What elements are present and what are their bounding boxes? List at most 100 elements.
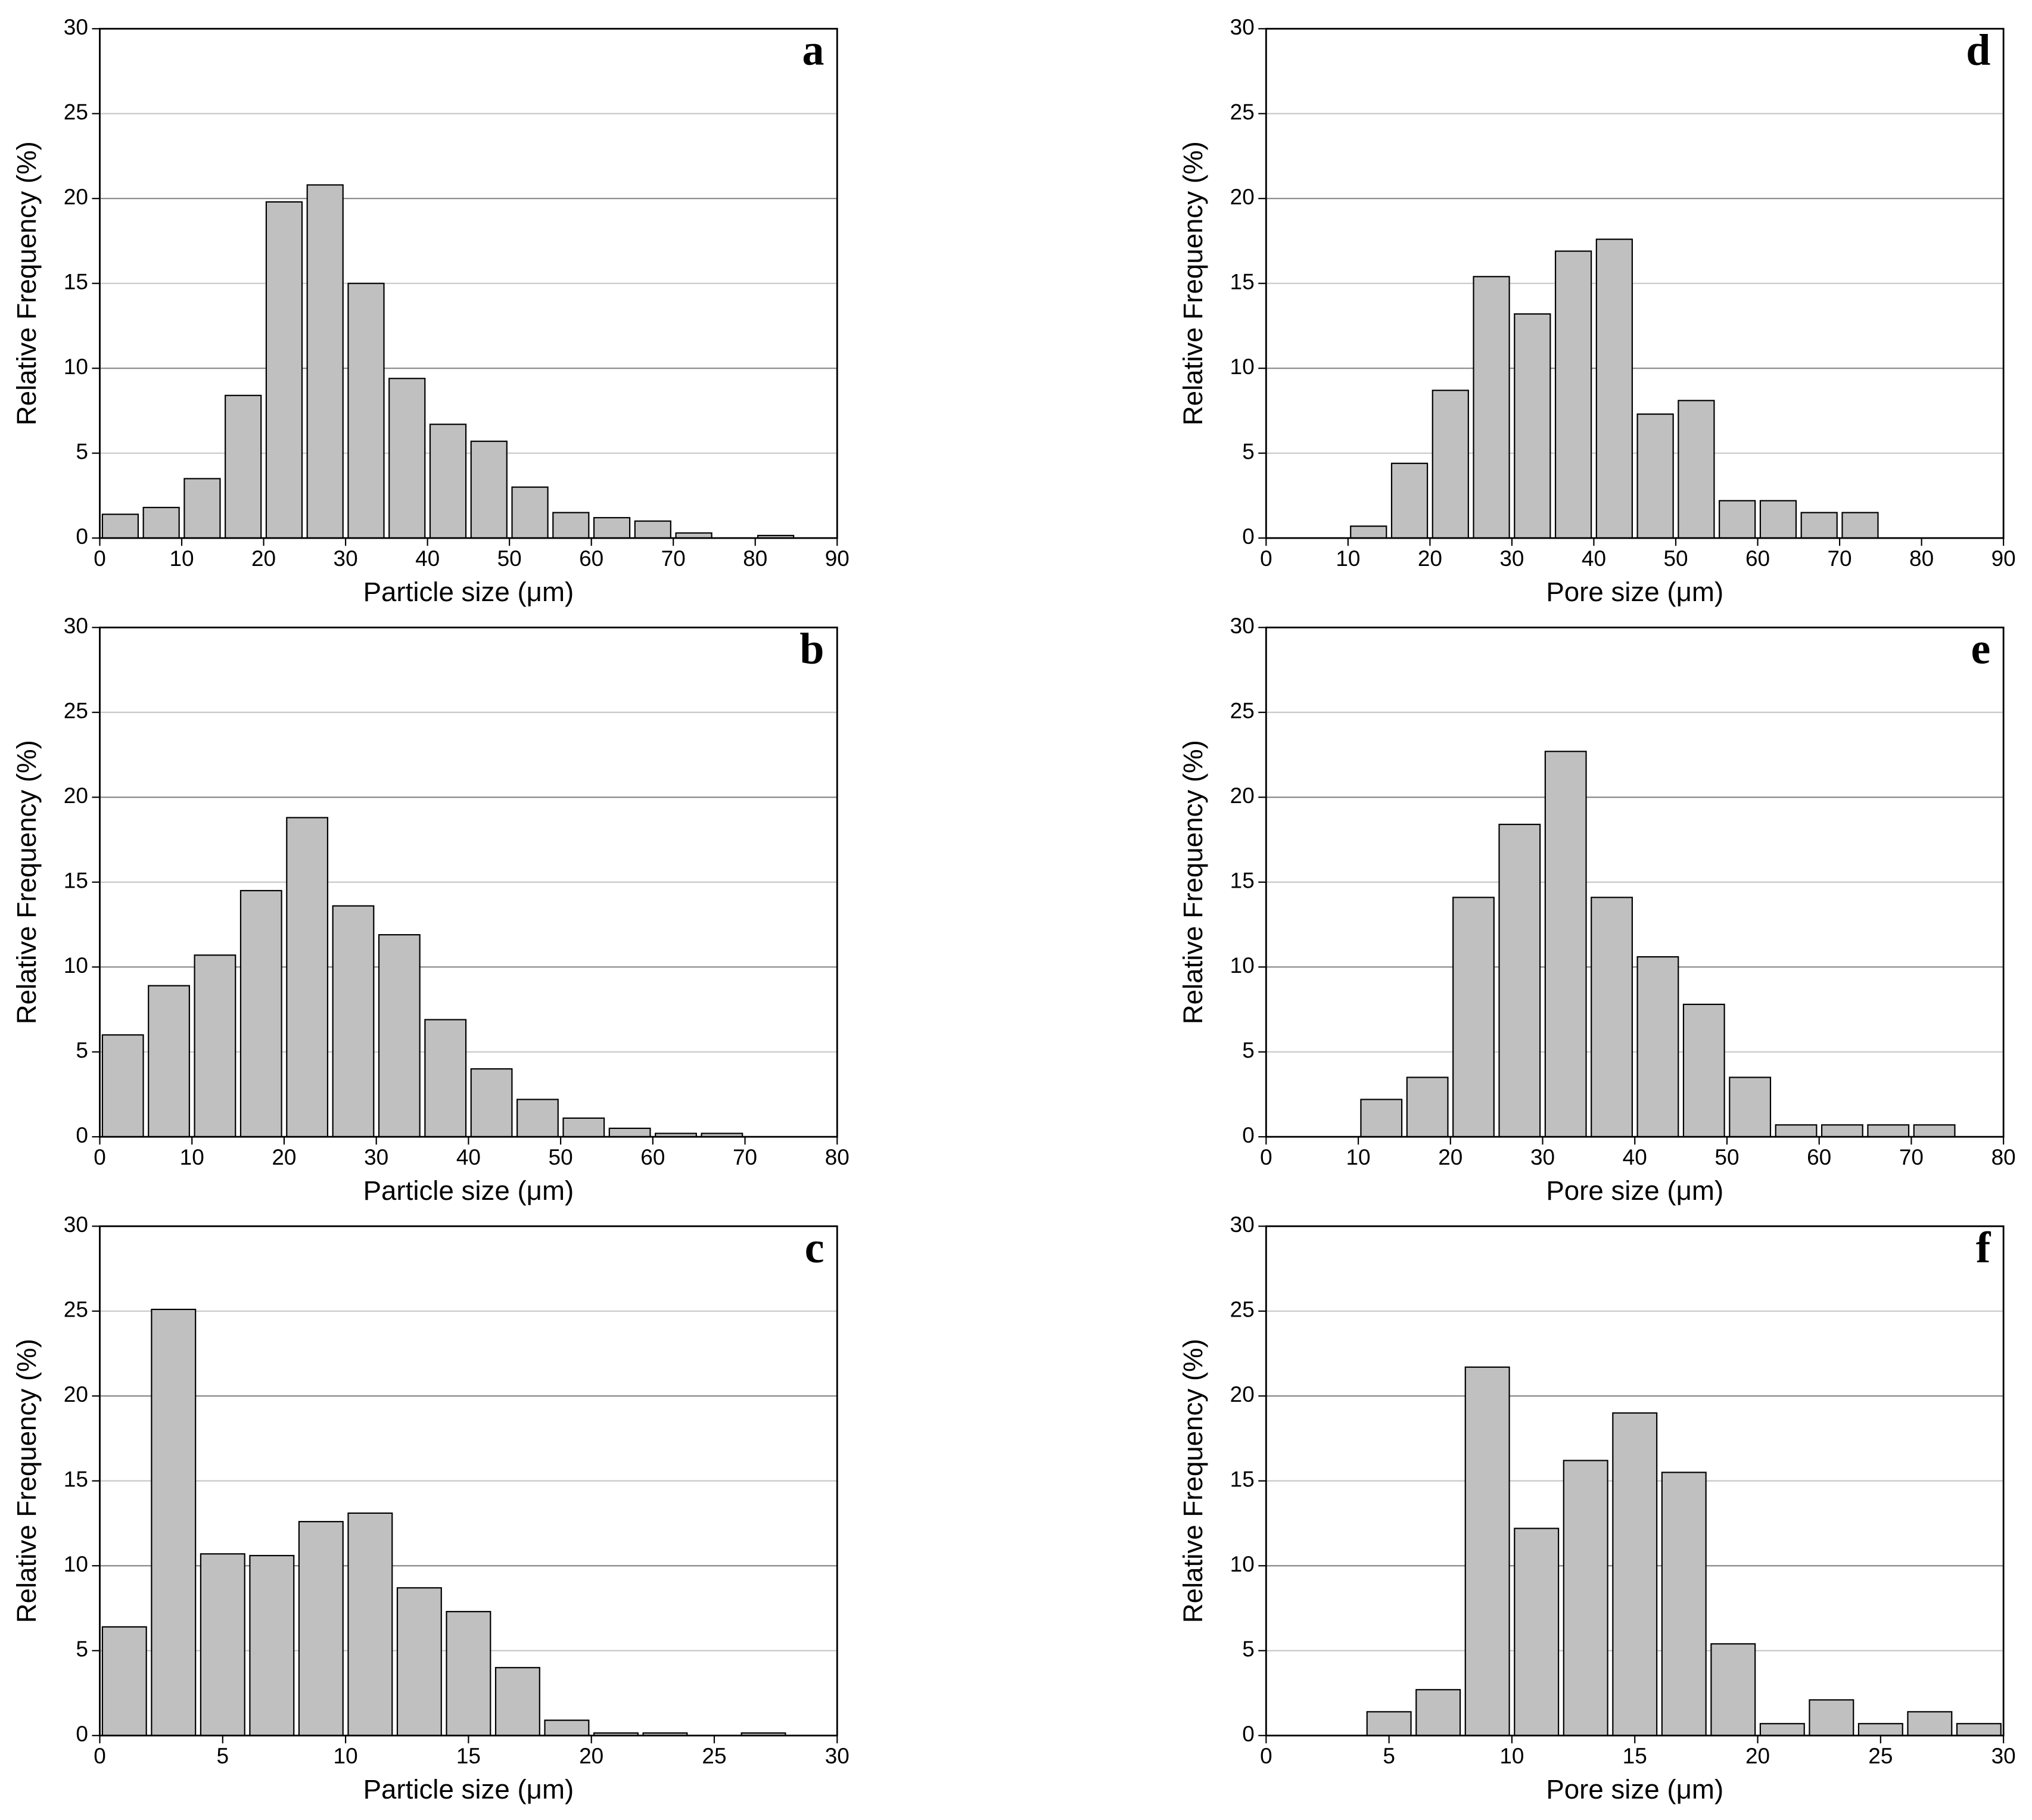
bar — [101, 514, 139, 539]
x-tick-label: 10 — [1336, 546, 1360, 571]
bar — [470, 1068, 513, 1138]
bar — [552, 512, 590, 539]
x-tick-label: 40 — [456, 1145, 481, 1169]
panel-letter: e — [1971, 624, 1991, 673]
x-tick-label: 50 — [1663, 546, 1688, 571]
y-tick-label: 5 — [76, 439, 88, 463]
bar — [1956, 1723, 2002, 1737]
x-tick-label: 30 — [1991, 1744, 2016, 1768]
bar — [151, 1308, 197, 1737]
y-tick-label: 25 — [1230, 99, 1255, 124]
x-tick-label: 70 — [1899, 1145, 1924, 1169]
x-tick-label: 5 — [217, 1744, 229, 1768]
bar — [562, 1117, 605, 1138]
y-tick-label: 15 — [64, 269, 88, 294]
y-tick-label: 5 — [76, 1038, 88, 1062]
bar — [1415, 1689, 1461, 1737]
bar — [1661, 1471, 1707, 1737]
bar — [396, 1587, 442, 1737]
x-tick-label: 80 — [1991, 1145, 2016, 1169]
bar — [1554, 250, 1592, 539]
x-tick-label: 80 — [1909, 546, 1934, 571]
plot-frame — [99, 27, 838, 539]
x-tick-label: 40 — [415, 546, 440, 571]
bar — [1678, 400, 1715, 539]
bar — [1514, 313, 1551, 539]
bar — [194, 954, 237, 1138]
bar — [511, 486, 549, 539]
bar — [429, 424, 467, 539]
y-tick-label: 15 — [1230, 1467, 1255, 1492]
y-axis-label: Relative Frequency (%) — [1178, 740, 1208, 1024]
bar — [634, 520, 671, 539]
bar — [298, 1521, 344, 1737]
bar — [347, 282, 385, 539]
y-tick-label: 30 — [64, 15, 88, 39]
x-tick-label: 50 — [549, 1145, 573, 1169]
y-tick-label: 5 — [1242, 1038, 1255, 1062]
x-tick-label: 0 — [1260, 1744, 1272, 1768]
x-tick-label: 80 — [743, 546, 767, 571]
bar — [1406, 1077, 1449, 1138]
bar — [1867, 1124, 1910, 1138]
x-axis-label: Pore size (μm) — [1546, 1774, 1723, 1805]
y-tick-label: 30 — [64, 1212, 88, 1237]
x-tick-label: 0 — [94, 1744, 106, 1768]
x-tick-label: 20 — [1418, 546, 1442, 571]
bar — [142, 506, 180, 539]
bar — [1360, 1099, 1403, 1138]
plot-frame — [1265, 27, 2005, 539]
y-axis-label: Relative Frequency (%) — [1178, 1339, 1208, 1623]
bar — [388, 378, 426, 539]
bar — [1591, 897, 1633, 1138]
x-tick-label: 10 — [180, 1145, 204, 1169]
x-tick-label: 60 — [1807, 1145, 1831, 1169]
bar — [332, 905, 375, 1138]
bar — [1719, 500, 1756, 539]
bar — [516, 1099, 559, 1138]
x-tick-label: 90 — [825, 546, 849, 571]
y-tick-label: 25 — [64, 1298, 88, 1322]
y-tick-label: 10 — [64, 354, 88, 379]
bar — [225, 394, 262, 539]
y-axis-label: Relative Frequency (%) — [11, 1339, 42, 1623]
bar — [1636, 413, 1674, 539]
bar — [470, 440, 508, 539]
bar — [1710, 1643, 1756, 1737]
x-tick-label: 0 — [1260, 1145, 1272, 1169]
bar — [1473, 276, 1510, 539]
x-tick-label: 50 — [1714, 1145, 1739, 1169]
bar — [1544, 751, 1587, 1138]
x-tick-label: 10 — [334, 1744, 358, 1768]
y-tick-label: 20 — [1230, 783, 1255, 808]
bar — [1841, 512, 1879, 539]
x-tick-label: 10 — [1499, 1744, 1524, 1768]
y-tick-label: 25 — [64, 699, 88, 723]
x-tick-label: 40 — [1623, 1145, 1647, 1169]
y-tick-label: 10 — [1230, 354, 1255, 379]
bar — [608, 1127, 651, 1138]
panel-letter: a — [802, 26, 824, 74]
x-tick-label: 60 — [640, 1145, 665, 1169]
x-tick-label: 25 — [702, 1744, 726, 1768]
x-tick-label: 80 — [825, 1145, 849, 1169]
y-tick-label: 30 — [1230, 614, 1255, 638]
x-tick-label: 30 — [825, 1744, 849, 1768]
bar — [1821, 1124, 1863, 1138]
panel-letter: f — [1976, 1223, 1991, 1272]
bar — [1366, 1711, 1412, 1737]
y-tick-label: 0 — [76, 1123, 88, 1147]
bar — [1857, 1723, 1903, 1737]
y-tick-label: 30 — [64, 614, 88, 638]
x-axis-label: Particle size (μm) — [363, 577, 574, 607]
x-tick-label: 0 — [94, 1145, 106, 1169]
x-tick-label: 15 — [456, 1744, 481, 1768]
bar — [424, 1019, 467, 1138]
x-tick-label: 30 — [1530, 1145, 1555, 1169]
y-tick-label: 0 — [1242, 1123, 1255, 1147]
bar — [286, 817, 329, 1138]
panel-letter: b — [799, 624, 824, 673]
panel-letter: c — [805, 1223, 824, 1272]
